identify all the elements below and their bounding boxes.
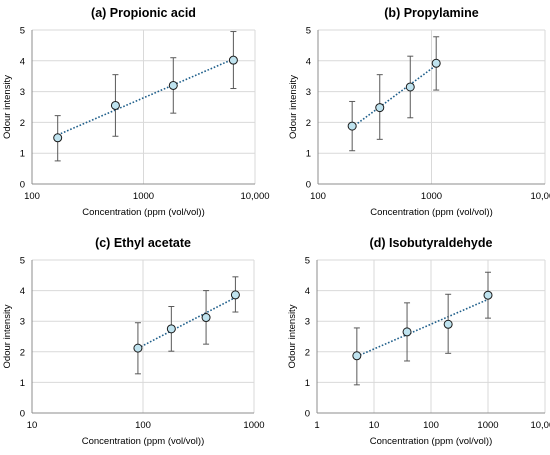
y-tick-label: 0 [305,409,310,420]
chart-panel: 0 1 2 3 4 5 100 1000 10,000 (a) Propionic acid Con… [2,6,270,218]
data-point [443,319,453,329]
y-tick-label: 3 [306,87,311,98]
x-tick-label: 100 [135,420,151,431]
x-tick-label: 10,000 [530,420,550,431]
data-point [168,80,178,90]
y-tick-label: 5 [20,26,25,37]
x-tick-label: 10 [27,420,38,431]
y-tick-label: 0 [306,180,311,191]
panel-title: (a) Propionic acid [91,6,196,20]
y-tick-label: 2 [306,118,311,129]
y-axis-label: Odour intensity [287,304,298,368]
x-tick-label: 1000 [243,420,264,431]
x-tick-label: 100 [423,420,439,431]
y-tick-label: 0 [20,180,25,191]
y-tick-label: 5 [305,256,310,267]
x-tick-label: 10 [369,420,380,431]
data-point [402,327,412,337]
x-tick-label: 100 [24,191,40,202]
panel-title: (b) Propylamine [384,6,479,20]
y-tick-label: 2 [305,347,310,358]
panel-title: (d) Isobutyraldehyde [370,236,493,250]
x-axis-label: Concentration (ppm (vol/vol)) [82,436,205,447]
y-axis-label: Odour intensity [2,304,13,368]
data-point [166,324,176,334]
y-tick-label: 4 [20,56,25,67]
data-point [110,100,120,110]
y-tick-label: 4 [20,286,25,297]
x-tick-label: 1 [314,420,319,431]
x-tick-label: 10,000 [240,191,269,202]
y-tick-label: 0 [20,409,25,420]
x-tick-label: 1000 [477,420,498,431]
trend-line [356,298,489,358]
y-tick-label: 1 [20,149,25,160]
data-point [352,351,362,361]
y-tick-label: 5 [20,256,25,267]
data-point [347,121,357,131]
y-tick-label: 1 [305,378,310,389]
y-tick-label: 4 [306,56,311,67]
trend-line [351,64,437,128]
data-point [405,82,415,92]
data-point [483,290,493,300]
x-axis-label: Concentration (ppm (vol/vol)) [370,207,493,218]
x-tick-label: 100 [310,191,326,202]
y-tick-label: 2 [20,118,25,129]
x-axis-label: Concentration (ppm (vol/vol)) [82,207,205,218]
data-point [375,103,385,113]
data-point [53,133,63,143]
x-axis-label: Concentration (ppm (vol/vol)) [370,436,493,447]
y-tick-label: 5 [306,26,311,37]
y-tick-label: 1 [306,149,311,160]
y-tick-label: 1 [20,378,25,389]
x-tick-label: 1000 [421,191,442,202]
chart-panel: 0 1 2 3 4 5 10 100 1000 (c) Ethyl acetate Concentr… [2,236,265,447]
trend-line [137,296,236,349]
y-tick-label: 2 [20,347,25,358]
data-point [230,290,240,300]
x-tick-label: 1000 [133,191,154,202]
panel-title: (c) Ethyl acetate [95,236,191,250]
y-tick-label: 3 [20,317,25,328]
chart-panel: 0 1 2 3 4 5 100 1000 10,000 (b) Propylamine Concen… [288,6,550,218]
y-tick-label: 3 [20,87,25,98]
data-point [228,55,238,65]
trend-line [57,58,234,136]
y-axis-label: Odour intensity [2,75,13,139]
y-axis-label: Odour intensity [288,75,299,139]
y-tick-label: 4 [305,286,310,297]
x-tick-label: 10,000 [530,191,550,202]
data-point [133,343,143,353]
data-point [431,58,441,68]
y-tick-label: 3 [305,317,310,328]
data-point [201,313,211,323]
